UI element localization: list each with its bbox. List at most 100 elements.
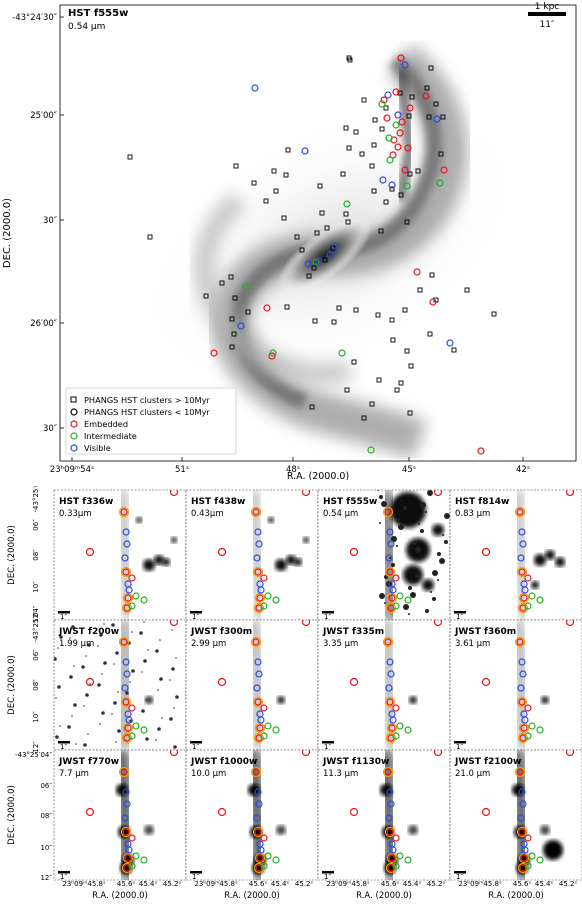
cluster-old-marker [228,274,234,280]
cutout-xtick: 45.4ˢ [535,880,554,888]
cluster-old-marker [344,387,350,393]
visible-marker [125,586,133,594]
cutout-wavelength-label: 11.3 μm [323,769,358,779]
cluster-old-marker [245,309,251,315]
cutout-panel [317,749,451,881]
intermediate-marker [264,722,272,730]
cluster-old-marker [361,415,367,421]
cutout-xtick: 45.6ˢ [249,880,268,888]
cluster-old-marker [417,287,423,293]
main-ylabel: DEC. (2000.0) [2,198,13,268]
main-xlabel: R.A. (2000.0) [287,471,349,480]
cluster-old-marker [312,318,318,324]
embedded-marker [524,834,532,842]
cutout-scalebar-label: 1″ [456,873,463,881]
visible-marker [519,670,527,678]
visible-marker [384,91,392,99]
embedded-marker [122,828,130,836]
embedded-marker [254,568,262,576]
highlight-marker [517,862,529,874]
highlight-marker [516,566,528,578]
intermediate-marker [403,182,411,190]
cluster-old-marker [375,312,381,318]
cutout-scalebar [58,611,70,614]
embedded-marker [516,638,524,646]
embedded-marker [440,166,448,174]
intermediate-marker [128,862,136,870]
embedded-marker [124,724,132,732]
embedded-marker [386,828,394,836]
embedded-marker [301,620,311,627]
visible-marker [385,684,393,692]
cutout-ytick: -43°25′04″ [32,486,40,512]
cluster-old-marker [353,129,359,135]
visible-marker [304,260,312,268]
cluster-old-marker [404,219,410,225]
visible-marker [254,788,262,796]
visible-marker [379,176,387,184]
visible-marker [433,115,441,123]
legend-label: Visible [84,443,111,453]
main-y-ticks [60,16,64,429]
intermediate-marker [436,179,444,187]
legend-marker [70,408,78,416]
highlight-marker [382,766,394,778]
visible-marker [123,670,131,678]
cutout-filter-label: HST f814w [455,497,509,507]
cutout-grid: HST f336w 0.33μm 1″ HST f438w 0.43μm 1″ HST f5… [0,475,582,902]
embedded-marker [210,349,218,357]
cutout-scalebar-label: 1″ [456,743,463,751]
cluster-old-marker [409,94,415,100]
intermediate-marker [140,726,148,734]
intermediate-marker [260,602,268,610]
embedded-marker [565,490,575,497]
cutout-panel [53,489,187,621]
cutout-wavelength-label: 10.0 μm [191,769,226,779]
intermediate-marker [132,852,140,860]
embedded-marker [301,750,311,757]
highlight-marker [253,602,265,614]
cutout-wavelength-label: 21.0 μm [455,769,490,779]
visible-marker [388,181,396,189]
intermediate-marker [524,602,532,610]
visible-marker [389,586,397,594]
cutout-panel [53,749,187,881]
cluster-old-marker [285,147,291,153]
cluster-old-marker [219,280,225,286]
cluster-old-marker [229,316,235,322]
embedded-marker [520,724,528,732]
embedded-marker [388,594,396,602]
visible-marker [257,586,265,594]
visible-marker [121,554,129,562]
cutout-wavelength-label: 3.35 μm [323,639,358,649]
cluster-old-marker [353,307,359,313]
highlight-marker [252,566,264,578]
cluster-old-marker [371,188,377,194]
intermediate-marker [378,100,386,108]
visible-marker [326,251,334,259]
cutout-wavelength-label: 0.33μm [59,509,92,519]
intermediate-marker [404,726,412,734]
cutout-scalebar-label: 1″ [192,743,199,751]
cluster-old-marker [427,331,433,337]
highlight-marker [122,852,134,864]
embedded-marker [433,620,443,627]
embedded-marker [524,704,532,712]
embedded-marker [120,508,128,516]
cluster-old-marker [263,198,269,204]
embedded-marker [85,677,95,687]
cutout-ytick: 08″ [32,549,40,561]
cluster-old-marker [343,125,349,131]
embedded-marker [388,854,396,862]
cluster-old-marker [404,348,410,354]
cutout-filter-label: JWST f335m [322,627,384,637]
cluster-old-marker [345,219,351,225]
cluster-old-marker [369,163,375,169]
visible-marker [121,684,129,692]
cutout-panel [185,489,319,621]
cluster-markers [127,54,497,455]
visible-marker [301,147,309,155]
embedded-marker [388,724,396,732]
intermediate-marker [140,596,148,604]
cluster-old-marker [314,230,320,236]
